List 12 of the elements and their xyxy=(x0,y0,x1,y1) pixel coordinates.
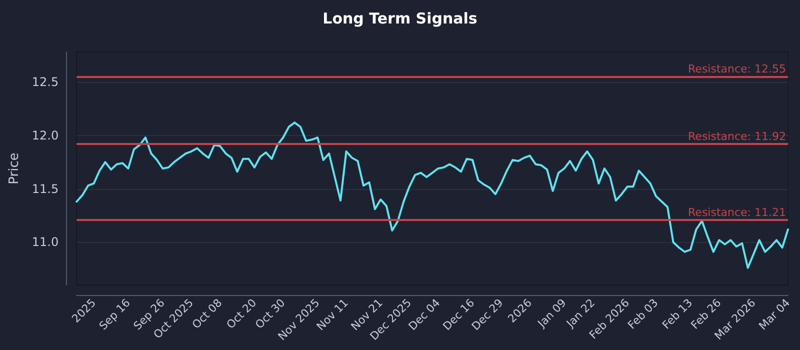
ref-line-label: Resistance: 11.92 xyxy=(688,130,786,143)
line-series xyxy=(76,122,789,269)
y-tick-label: 12.5 xyxy=(32,74,59,89)
y-tick-label: 12.0 xyxy=(32,128,59,142)
chart-title: Long Term Signals xyxy=(322,10,478,28)
x-tick-label: Sep 16 xyxy=(96,296,133,333)
ref-line-label: Resistance: 12.55 xyxy=(688,62,786,76)
x-tick-label: Mar 04 xyxy=(756,296,793,333)
y-tick-label: 11.5 xyxy=(32,182,59,196)
ref-line-label: Resistance: 11.21 xyxy=(688,206,786,219)
y-axis-title: Price xyxy=(7,152,22,184)
y-tick-label: 11.0 xyxy=(32,235,59,250)
